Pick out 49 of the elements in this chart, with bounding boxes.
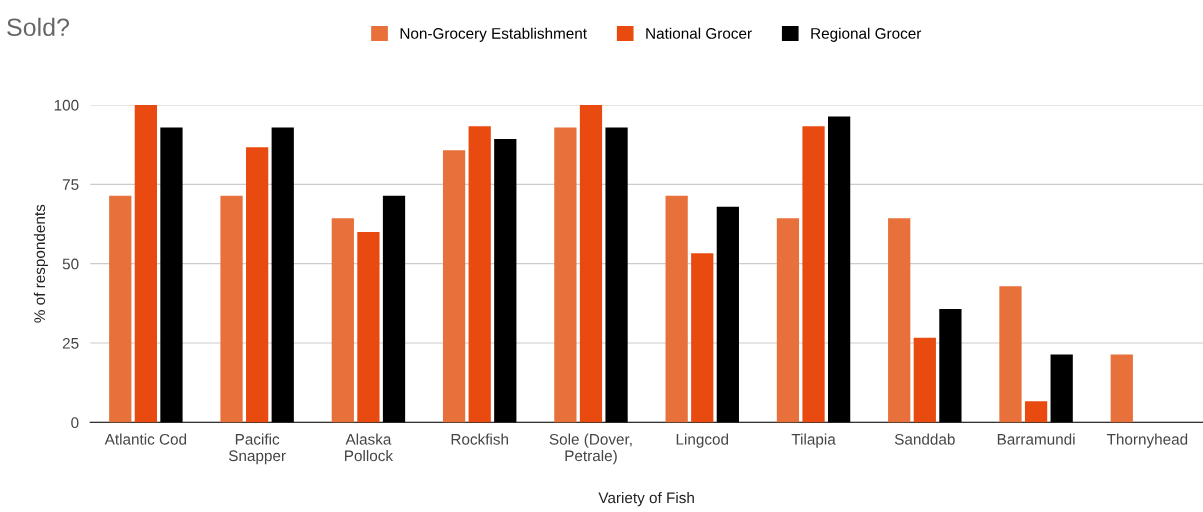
x-tick-label: Barramundi bbox=[997, 433, 1075, 445]
y-tick-label: 25 bbox=[62, 337, 79, 349]
bar bbox=[802, 126, 825, 423]
bar bbox=[382, 195, 406, 423]
legend-label: National Grocer bbox=[646, 27, 752, 39]
bar bbox=[271, 127, 294, 423]
bar bbox=[939, 309, 962, 423]
legend-label: Non-Grocery Establishment bbox=[400, 27, 587, 42]
bar bbox=[665, 195, 688, 423]
x-tick-label: Thornyhead bbox=[1106, 433, 1188, 448]
bar bbox=[220, 195, 243, 423]
bar bbox=[357, 231, 380, 423]
bar bbox=[999, 286, 1022, 423]
y-tick-label: 50 bbox=[62, 258, 79, 270]
x-tick-label: Lingcod bbox=[676, 433, 729, 448]
x-tick-label: Alaska Pollock bbox=[345, 433, 394, 462]
x-tick-label: Atlantic Cod bbox=[104, 433, 187, 445]
x-tick-label: Tilapia bbox=[791, 433, 836, 448]
x-tick-label: Sole (Dover, Petrale) bbox=[549, 433, 632, 465]
bar bbox=[691, 253, 714, 423]
bar bbox=[109, 195, 132, 423]
x-tick-label: Pacific Snapper bbox=[228, 433, 286, 465]
bar bbox=[1050, 354, 1073, 423]
bar bbox=[776, 218, 800, 423]
bar bbox=[913, 337, 936, 423]
bar bbox=[160, 127, 183, 423]
bar bbox=[494, 138, 517, 423]
bar bbox=[554, 127, 577, 423]
bar bbox=[605, 127, 628, 423]
bar bbox=[468, 126, 491, 423]
bar bbox=[579, 104, 603, 423]
bar bbox=[716, 206, 739, 423]
bar bbox=[134, 104, 157, 423]
bar bbox=[331, 218, 354, 423]
x-tick-label: Rockfish bbox=[451, 433, 508, 445]
chart-title: Sold? bbox=[7, 17, 70, 37]
y-axis-title: % of respondents bbox=[33, 204, 49, 323]
y-tick-label: 75 bbox=[62, 179, 79, 191]
bar bbox=[827, 116, 851, 423]
y-tick-label: 100 bbox=[54, 99, 79, 111]
bar bbox=[442, 150, 466, 423]
x-tick-label: Sanddab bbox=[894, 433, 955, 445]
y-tick-label: 0 bbox=[71, 417, 79, 429]
bar bbox=[1110, 354, 1133, 423]
bar bbox=[246, 147, 269, 423]
x-axis-title: Variety of Fish bbox=[598, 491, 694, 507]
bar bbox=[888, 218, 911, 423]
bar bbox=[1024, 401, 1048, 423]
legend-label: Regional Grocer bbox=[811, 27, 922, 42]
